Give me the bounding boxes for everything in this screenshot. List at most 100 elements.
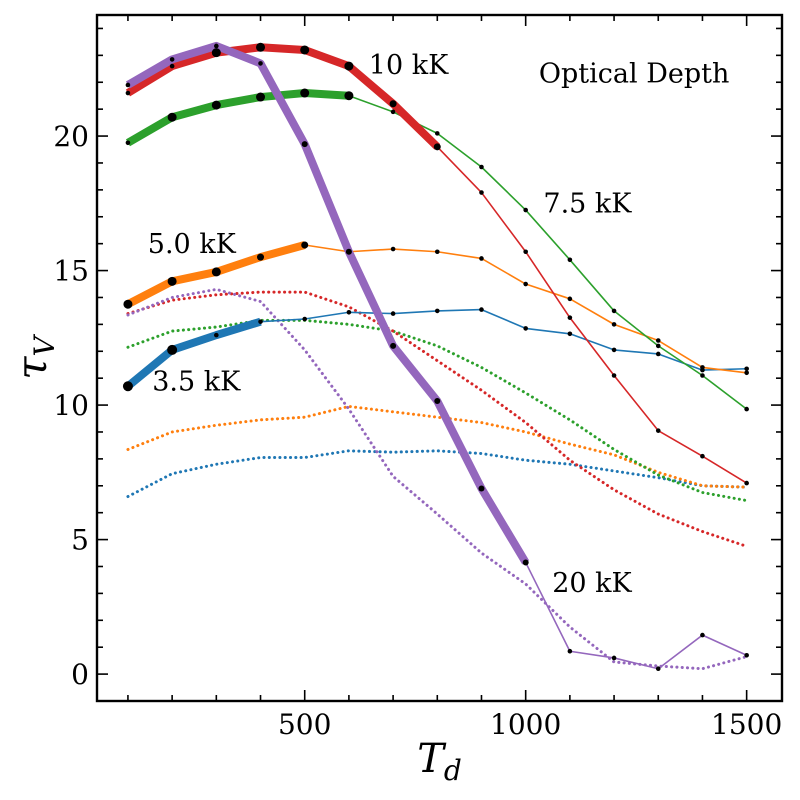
marker-7-5-kk-10 [567, 257, 573, 263]
marker-7-5-kk-1 [167, 112, 177, 122]
solid-series-layer [125, 41, 748, 670]
marker-3-5-kk-12 [655, 351, 661, 357]
dotted-line-3-5-kk [126, 449, 749, 499]
marker-7-5-kk-9 [523, 207, 528, 213]
marker-7-5-kk-5 [344, 91, 354, 101]
marker-3-5-kk-14 [744, 366, 749, 372]
marker-20-kk-2 [214, 43, 219, 49]
marker-5-0-kk-11 [611, 322, 617, 327]
marker-20-kk-6 [390, 342, 397, 349]
marker-7-5-kk-0 [125, 140, 131, 146]
marker-3-5-kk-5 [346, 309, 352, 315]
marker-10-kk-6 [389, 100, 397, 108]
dotted-line-10-kk [126, 290, 749, 548]
marker-20-kk-1 [169, 57, 175, 62]
x-tick-label-500: 500 [278, 708, 331, 741]
marker-5-0-kk-2 [211, 267, 221, 277]
marker-20-kk-4 [301, 141, 308, 148]
marker-20-kk-9 [522, 559, 529, 566]
axes-layer: 500 1000 1500 0 5 10 15 20 Td τV [7, 13, 784, 787]
marker-5-0-kk-7 [434, 249, 440, 255]
y-tick-label-10: 10 [53, 389, 89, 422]
marker-20-kk-7 [434, 398, 441, 405]
series-thick-3-5-kk [125, 317, 262, 390]
x-axis-title-main: T [417, 736, 447, 782]
marker-20-kk-11 [611, 655, 617, 661]
marker-7-5-kk-2 [211, 100, 221, 110]
marker-10-kk-0 [125, 90, 131, 96]
annotation-3-5-kk: 3.5 kK [152, 366, 241, 397]
marker-5-0-kk-14 [744, 370, 749, 376]
marker-10-kk-12 [655, 428, 661, 433]
y-axis-title-main: τ [7, 356, 56, 380]
marker-20-kk-8 [478, 485, 485, 492]
marker-layer [122, 42, 749, 672]
marker-5-0-kk-10 [567, 296, 573, 302]
marker-3-5-kk-3 [258, 319, 263, 324]
dotted-series-layer [126, 287, 749, 671]
annotation-20-kk: 20 kK [552, 568, 632, 599]
marker-5-0-kk-3 [257, 253, 265, 261]
y-tick-label-20: 20 [53, 120, 89, 153]
annotation-7-5-kk: 7.5 kK [543, 189, 632, 220]
marker-3-5-kk-6 [390, 311, 396, 316]
marker-10-kk-10 [567, 315, 573, 320]
series-line-20-kk [127, 45, 747, 670]
marker-20-kk-12 [655, 666, 661, 672]
marker-3-5-kk-9 [523, 326, 528, 331]
y-axis-title-sub: V [28, 333, 61, 356]
marker-10-kk-7 [433, 143, 441, 151]
marker-10-kk-1 [169, 63, 175, 69]
marker-5-0-kk-8 [479, 256, 484, 261]
marker-20-kk-14 [744, 652, 749, 658]
series-thick-7-5-kk [125, 89, 350, 147]
series-line-10-kk [127, 46, 748, 484]
marker-7-5-kk-13 [700, 373, 705, 378]
annotation-layer: Optical Depth 10 kK 7.5 kK 5.0 kK 3.5 kK 20 k… [148, 50, 730, 599]
marker-5-0-kk-6 [390, 246, 396, 252]
marker-20-kk-5 [345, 248, 352, 255]
marker-10-kk-8 [479, 190, 484, 195]
marker-5-0-kk-13 [700, 365, 705, 370]
marker-10-kk-11 [611, 373, 617, 378]
marker-3-5-kk-11 [611, 347, 617, 353]
marker-3-5-kk-7 [434, 308, 440, 314]
marker-3-5-kk-2 [214, 332, 219, 338]
marker-7-5-kk-8 [479, 164, 484, 170]
marker-10-kk-14 [744, 480, 749, 486]
marker-7-5-kk-4 [300, 88, 310, 98]
annotation-optical-depth: Optical Depth [539, 58, 730, 89]
marker-3-5-kk-1 [167, 344, 178, 355]
y-tick-label-5: 5 [71, 524, 89, 557]
x-axis-title-sub: d [444, 754, 462, 787]
x-tick-label-1000: 1000 [490, 708, 561, 741]
dotted-line-5-0-kk [126, 404, 749, 489]
marker-20-kk-10 [567, 648, 573, 654]
marker-7-5-kk-6 [390, 109, 396, 115]
x-tick-label-1500: 1500 [711, 708, 782, 741]
dotted-line-20-kk [126, 287, 749, 671]
marker-20-kk-3 [258, 61, 263, 66]
marker-10-kk-13 [700, 453, 705, 459]
y-tick-label-15: 15 [53, 255, 89, 288]
marker-7-5-kk-12 [655, 343, 661, 349]
marker-10-kk-9 [523, 249, 528, 255]
plot-frame [95, 13, 784, 703]
dotted-line-7-5-kk [126, 318, 749, 503]
marker-10-kk-4 [300, 45, 310, 55]
series-thick-10-kk [125, 43, 441, 150]
annotation-5-0-kk: 5.0 kK [148, 229, 237, 260]
y-tick-label-0: 0 [71, 658, 89, 691]
marker-5-0-kk-9 [523, 281, 528, 287]
x-axis-title: Td [417, 736, 462, 787]
marker-3-5-kk-4 [302, 316, 308, 322]
marker-5-0-kk-1 [167, 276, 177, 286]
y-axis-title: τV [7, 333, 61, 379]
marker-20-kk-13 [700, 632, 705, 638]
marker-5-0-kk-12 [655, 338, 661, 343]
marker-7-5-kk-14 [744, 406, 749, 412]
marker-10-kk-5 [344, 61, 354, 71]
marker-7-5-kk-3 [256, 92, 266, 102]
marker-7-5-kk-11 [611, 308, 617, 314]
